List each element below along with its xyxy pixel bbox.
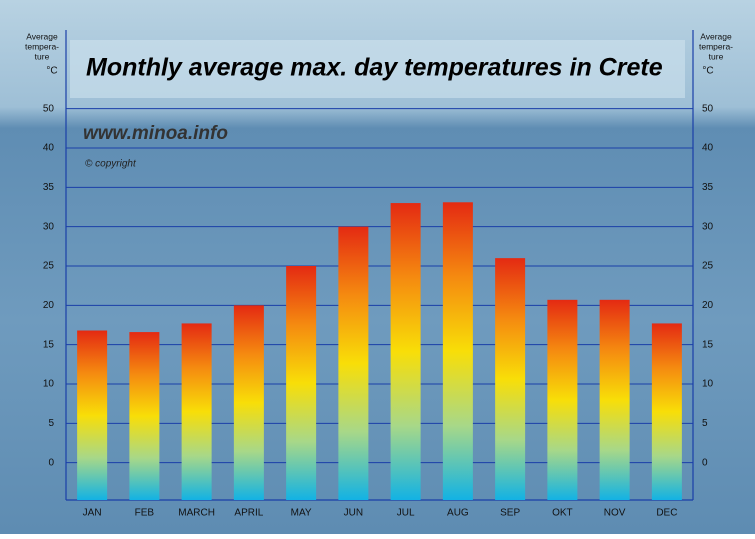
bar	[442, 202, 473, 500]
y2-label: tempera-	[699, 41, 733, 51]
bar	[338, 226, 369, 500]
x-tick-label: JUL	[397, 508, 415, 519]
bar	[599, 299, 630, 500]
y-tick-label: 15	[43, 339, 55, 350]
y2-tick-label: 25	[702, 261, 714, 272]
x-tick-label: FEB	[135, 508, 155, 519]
y-tick-label: 10	[43, 379, 55, 390]
bar	[651, 323, 682, 500]
y-tick-label: 35	[43, 182, 55, 193]
bar	[390, 203, 421, 501]
y2-unit: °C	[702, 66, 713, 77]
x-tick-label: MARCH	[178, 508, 215, 519]
y2-tick-label: 5	[702, 418, 708, 429]
x-tick-label: APRIL	[234, 508, 263, 519]
x-tick-label: MAY	[291, 508, 312, 519]
y-tick-label: 30	[43, 221, 55, 232]
y2-label: ture	[709, 51, 724, 61]
y2-tick-label: 50	[702, 103, 714, 114]
title-box	[70, 40, 685, 98]
x-tick-label: SEP	[500, 508, 520, 519]
bar	[495, 258, 526, 500]
y-tick-label: 25	[43, 261, 55, 272]
x-tick-label: AUG	[447, 508, 469, 519]
y2-tick-label: 0	[702, 457, 708, 468]
y2-tick-label: 20	[702, 300, 714, 311]
y-tick-label: 20	[43, 300, 55, 311]
y2-tick-label: 40	[702, 143, 714, 154]
bar	[286, 266, 317, 500]
y-tick-label: 0	[48, 457, 54, 468]
y-label: Average	[26, 31, 58, 41]
y2-tick-label: 35	[702, 182, 714, 193]
bar	[129, 332, 160, 500]
x-tick-label: JUN	[344, 508, 363, 519]
x-tick-label: NOV	[604, 508, 626, 519]
bar	[233, 305, 264, 500]
y-label: tempera-	[25, 41, 59, 51]
y2-label: Average	[700, 31, 732, 41]
y-label: ture	[35, 51, 50, 61]
y2-tick-label: 30	[702, 221, 714, 232]
y2-tick-label: 15	[702, 339, 714, 350]
x-tick-label: DEC	[656, 508, 677, 519]
copyright: © copyright	[85, 159, 137, 170]
y-tick-label: 5	[48, 418, 54, 429]
chart-title: Monthly average max. day temperatures in…	[86, 54, 663, 82]
y2-tick-label: 10	[702, 379, 714, 390]
x-tick-label: JAN	[83, 508, 102, 519]
y-tick-label: 40	[43, 143, 55, 154]
bar	[181, 323, 212, 500]
y-tick-label: 50	[43, 103, 55, 114]
bar	[547, 299, 578, 500]
bar	[77, 330, 108, 500]
x-tick-label: OKT	[552, 508, 573, 519]
website: www.minoa.info	[83, 123, 228, 144]
y-unit: °C	[46, 66, 57, 77]
